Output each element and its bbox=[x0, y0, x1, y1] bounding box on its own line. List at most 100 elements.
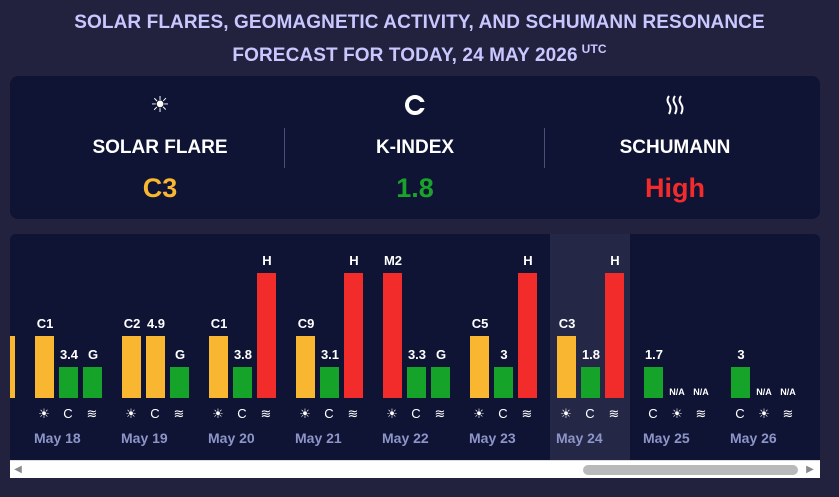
bar-label: C5 bbox=[471, 316, 489, 331]
sun-icon: ☀ bbox=[473, 406, 485, 421]
waves-icon bbox=[545, 94, 805, 120]
sun-icon: ☀ bbox=[758, 406, 770, 421]
waves-icon: ≋ bbox=[434, 406, 446, 421]
sun-icon: ☀ bbox=[38, 406, 50, 421]
sun-icon: ☀ bbox=[386, 406, 398, 421]
date-label: May 19 bbox=[121, 430, 168, 446]
bar-label: 3 bbox=[737, 347, 745, 362]
magnet-icon: C bbox=[735, 406, 745, 421]
magnet-icon: C bbox=[498, 406, 508, 421]
bar-schumann bbox=[605, 273, 624, 398]
date-label: May 20 bbox=[208, 430, 255, 446]
scroll-left-arrow[interactable]: ◀ bbox=[14, 464, 22, 475]
bar-label: C1 bbox=[36, 316, 54, 331]
waves-icon: ≋ bbox=[260, 406, 272, 421]
bar-label: C1 bbox=[210, 316, 228, 331]
na-label: N/A bbox=[693, 387, 709, 397]
solar-flare-value: C3 bbox=[142, 173, 178, 203]
bar-k-index bbox=[644, 367, 663, 398]
na-label: N/A bbox=[669, 387, 685, 397]
waves-icon: ≋ bbox=[782, 406, 794, 421]
bar-schumann bbox=[83, 367, 102, 398]
summary-panel: ☀ SOLAR FLARE C3 K-INDEX 1.8 SCHUMANN Hi… bbox=[10, 76, 820, 219]
bar-label: G bbox=[87, 347, 99, 362]
bar-label: 3.4 bbox=[59, 347, 79, 362]
bar-k-index bbox=[731, 367, 750, 398]
bar-k-index bbox=[494, 367, 513, 398]
bar-label: 3.3 bbox=[407, 347, 427, 362]
bar-label: H bbox=[349, 253, 359, 268]
bar-schumann bbox=[518, 273, 537, 398]
bar-label: H bbox=[610, 253, 620, 268]
title-timezone: UTC bbox=[581, 42, 607, 56]
title-date: FORECAST FOR TODAY, 24 MAY 2026 bbox=[232, 45, 578, 66]
magnet-icon: C bbox=[150, 406, 160, 421]
date-label: May 26 bbox=[730, 430, 777, 446]
date-label: May 25 bbox=[643, 430, 690, 446]
title-line-2: FORECAST FOR TODAY, 24 MAY 2026 UTC bbox=[0, 36, 839, 69]
bar-k-index bbox=[581, 367, 600, 398]
bar-label: C2 bbox=[123, 316, 141, 331]
magnet-icon: C bbox=[324, 406, 334, 421]
bar-k-index bbox=[233, 367, 252, 398]
date-label: May 21 bbox=[295, 430, 342, 446]
date-label: May 24 bbox=[556, 430, 603, 446]
sun-icon: ☀ bbox=[671, 406, 683, 421]
bar-schumann bbox=[170, 367, 189, 398]
sun-icon: ☀ bbox=[125, 406, 137, 421]
bar-label: H bbox=[523, 253, 533, 268]
bar-flare bbox=[122, 336, 141, 398]
sun-icon: ☀ bbox=[150, 92, 170, 117]
date-label: May 22 bbox=[382, 430, 429, 446]
summary-divider bbox=[284, 128, 285, 168]
sun-icon: ☀ bbox=[299, 406, 311, 421]
bar-label: H bbox=[262, 253, 272, 268]
bar-schumann bbox=[344, 273, 363, 398]
solar-flare-label: SOLAR FLARE bbox=[92, 137, 228, 158]
bar-schumann bbox=[431, 367, 450, 398]
bar-flare bbox=[383, 273, 402, 398]
bar-label: 1.8 bbox=[581, 347, 601, 362]
bar-label: 1.7 bbox=[644, 347, 664, 362]
magnet-icon bbox=[285, 94, 545, 120]
bar-flare bbox=[35, 336, 54, 398]
na-label: N/A bbox=[756, 387, 772, 397]
bar-label: G bbox=[435, 347, 447, 362]
bar-k-index bbox=[146, 336, 165, 398]
bar-label: 3.1 bbox=[320, 347, 340, 362]
na-label: N/A bbox=[780, 387, 796, 397]
waves-icon: ≋ bbox=[347, 406, 359, 421]
bar-flare bbox=[296, 336, 315, 398]
sun-icon: ☀ bbox=[212, 406, 224, 421]
bar-flare bbox=[209, 336, 228, 398]
horizontal-scrollbar[interactable]: ◀ ▶ bbox=[10, 460, 820, 478]
waves-icon: ≋ bbox=[695, 406, 707, 421]
magnet-icon: C bbox=[411, 406, 421, 421]
magnet-icon: C bbox=[585, 406, 595, 421]
schumann-label: SCHUMANN bbox=[619, 137, 731, 158]
bar-k-index bbox=[320, 367, 339, 398]
magnet-icon: C bbox=[648, 406, 658, 421]
schumann-value: High bbox=[645, 173, 705, 203]
waves-icon: ≋ bbox=[521, 406, 533, 421]
forecast-chart[interactable]: C1 3.4 G ☀ C ≋ May 18 C2 4.9 G ☀ C ≋ May 19 C1 3.8 H ☀ C ≋ M… bbox=[10, 234, 820, 460]
bar-label: 3.8 bbox=[233, 347, 253, 362]
date-label: May 23 bbox=[469, 430, 516, 446]
bar-flare bbox=[557, 336, 576, 398]
magnet-icon: C bbox=[237, 406, 247, 421]
summary-k-index: K-INDEX 1.8 bbox=[285, 76, 545, 219]
bar-label: 4.9 bbox=[146, 316, 166, 331]
waves-icon: ≋ bbox=[86, 406, 98, 421]
bar-schumann bbox=[257, 273, 276, 398]
bar-label: C9 bbox=[297, 316, 315, 331]
bar-label: G bbox=[174, 347, 186, 362]
bar-flare bbox=[470, 336, 489, 398]
bar-label: 3 bbox=[500, 347, 508, 362]
sun-icon: ☀ bbox=[560, 406, 572, 421]
bar-k-index bbox=[59, 367, 78, 398]
summary-schumann: SCHUMANN High bbox=[545, 76, 805, 219]
date-label: May 18 bbox=[34, 430, 81, 446]
scroll-right-arrow[interactable]: ▶ bbox=[806, 464, 814, 475]
summary-divider bbox=[544, 128, 545, 168]
scrollbar-thumb[interactable] bbox=[583, 465, 798, 475]
